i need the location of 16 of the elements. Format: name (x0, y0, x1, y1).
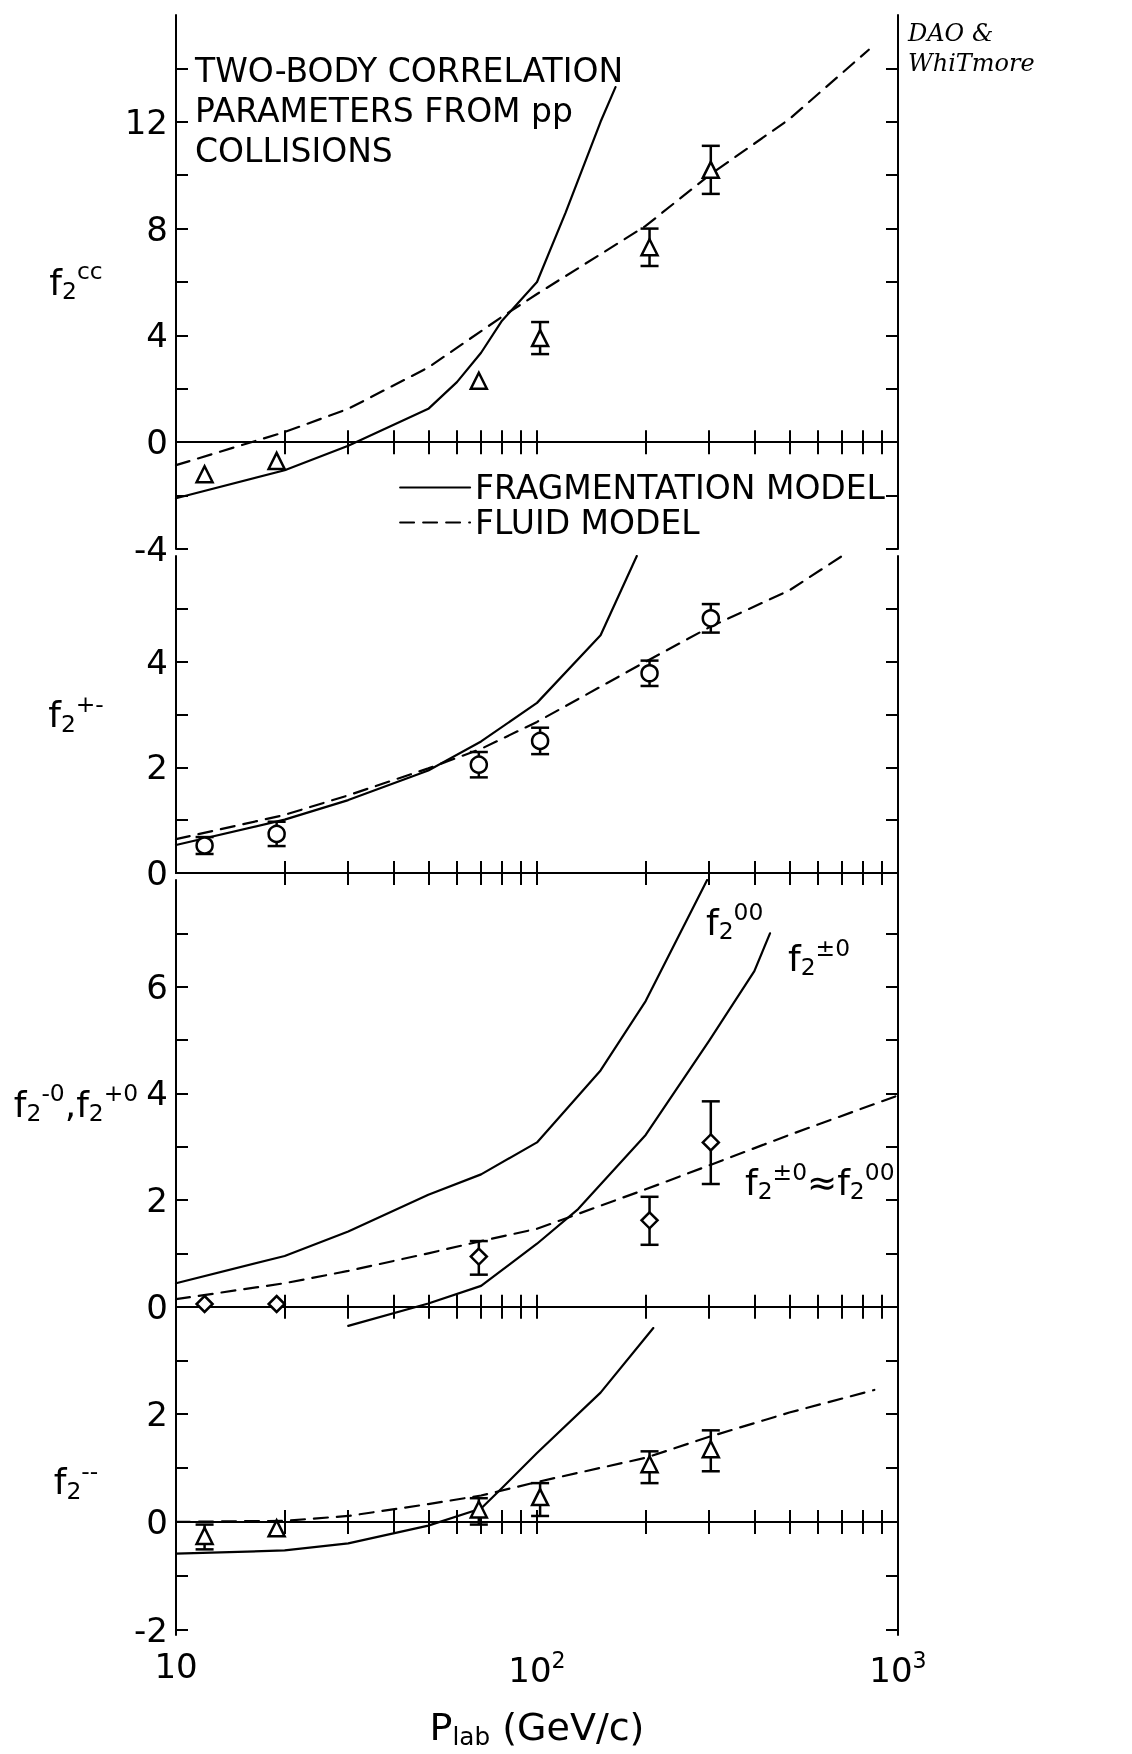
text: DAO & WhiTmore (907, 19, 1035, 77)
y-tick-label: 0 (146, 1286, 168, 1327)
y-tick-label: 0 (146, 1501, 168, 1542)
y-tick-label: 0 (146, 422, 168, 463)
y-tick-label: 2 (146, 1394, 168, 1435)
text: TWO-BODY CORRELATION PARAMETERS FROM pp COLLISIONS (194, 50, 634, 170)
y-tick-label: 2 (146, 747, 168, 788)
y-tick-label: 2 (146, 1180, 168, 1220)
y-tick-label: 12 (124, 101, 168, 142)
y-tick-label: 4 (146, 1073, 168, 1114)
y-tick-label: 4 (146, 641, 168, 682)
y-tick-label: 8 (146, 208, 168, 249)
y-tick-label: 6 (146, 966, 168, 1007)
y-tick-label: 4 (146, 315, 168, 356)
y-tick-label: 0 (146, 853, 168, 893)
y-tick-label: -4 (134, 529, 168, 569)
